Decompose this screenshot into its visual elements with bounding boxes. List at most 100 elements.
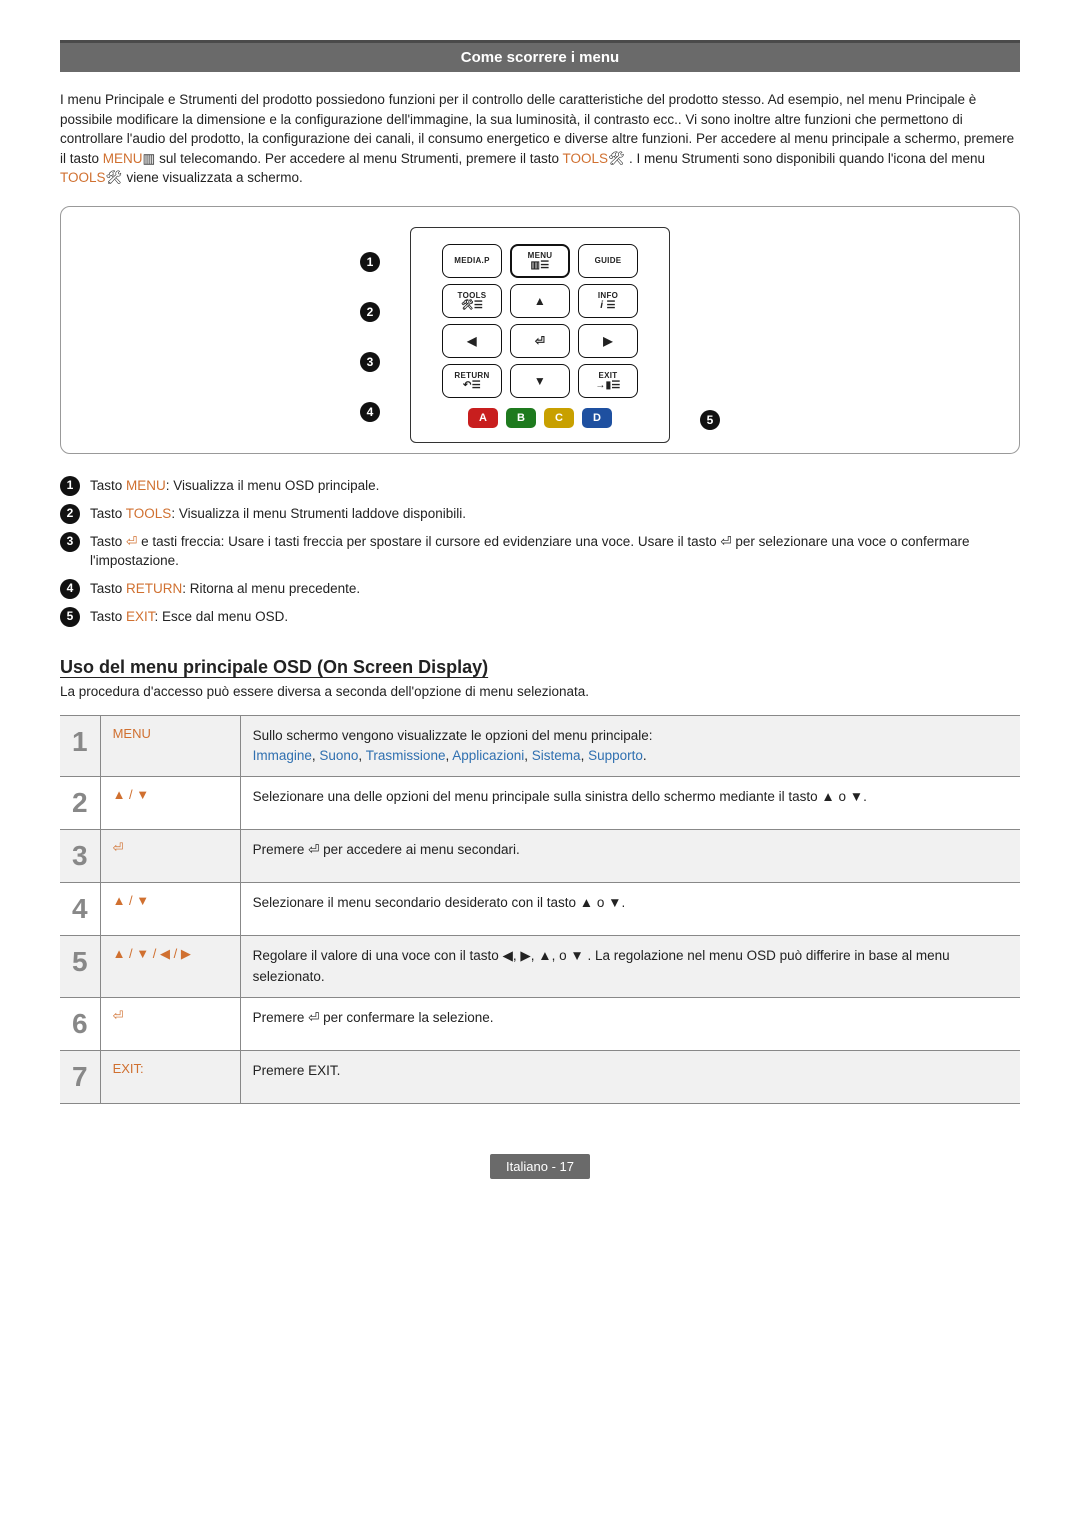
- menu-option-link: Applicazioni: [452, 748, 524, 763]
- step-row: 1MENUSullo schermo vengono visualizzate …: [60, 715, 1020, 777]
- btn-exit: EXIT→▮☰: [578, 364, 638, 398]
- btn-menu-label: MENU: [528, 251, 553, 260]
- step-desc: Regolare il valore di una voce con il ta…: [240, 936, 1020, 998]
- btn-tools: TOOLS🛠☰: [442, 284, 502, 318]
- exit-btn-icon: →▮☰: [595, 380, 620, 391]
- step-row: 2▲ / ▼Selezionare una delle opzioni del …: [60, 777, 1020, 830]
- btn-tools-label: TOOLS: [458, 291, 487, 300]
- remote-control: MEDIA.P MENU▥☰ GUIDE TOOLS🛠☰ ▲ INFOi ☰ ◀…: [410, 227, 670, 443]
- marker-1: 1: [360, 252, 380, 272]
- intro-paragraph: I menu Principale e Strumenti del prodot…: [60, 90, 1020, 188]
- legend-item: 2 Tasto TOOLS: Visualizza il menu Strumen…: [60, 504, 1020, 524]
- step-key: ⏎: [100, 830, 240, 883]
- step-row: 3⏎Premere ⏎ per accedere ai menu seconda…: [60, 830, 1020, 883]
- btn-right: ▶: [578, 324, 638, 358]
- info-btn-icon: i ☰: [600, 300, 615, 311]
- legend-marker: 2: [60, 504, 80, 524]
- up-arrow-icon: ▲: [534, 295, 546, 307]
- color-btn-c: C: [544, 408, 574, 428]
- color-buttons-row: A B C D: [419, 408, 661, 428]
- step-desc: Selezionare una delle opzioni del menu p…: [240, 777, 1020, 830]
- step-number: 1: [60, 715, 100, 777]
- legend-keyword: RETURN: [126, 581, 182, 596]
- return-btn-icon: ↶☰: [463, 380, 481, 391]
- legend-text: Tasto ⏎ e tasti freccia: Usare i tasti f…: [90, 532, 1020, 571]
- step-row: 5▲ / ▼ / ◀ / ▶Regolare il valore di una …: [60, 936, 1020, 998]
- step-key: ⏎: [100, 997, 240, 1050]
- step-number: 3: [60, 830, 100, 883]
- color-btn-d: D: [582, 408, 612, 428]
- btn-exit-label: EXIT: [599, 371, 618, 380]
- intro-text-d: viene visualizzata a schermo.: [126, 170, 302, 185]
- osd-section-sub: La procedura d'accesso può essere divers…: [60, 684, 1020, 699]
- tools-icon: 🛠: [608, 151, 625, 166]
- step-desc: Premere ⏎ per accedere ai menu secondari…: [240, 830, 1020, 883]
- btn-left: ◀: [442, 324, 502, 358]
- step-row: 7EXIT:Premere EXIT.: [60, 1050, 1020, 1103]
- menu-btn-icon: ▥☰: [530, 260, 549, 271]
- legend-text: Tasto EXIT: Esce dal menu OSD.: [90, 607, 288, 627]
- color-btn-a: A: [468, 408, 498, 428]
- keyword-tools: TOOLS: [563, 151, 609, 166]
- section-title-band: Come scorrere i menu: [60, 40, 1020, 72]
- intro-text-b: sul telecomando. Per accedere al menu St…: [159, 151, 562, 166]
- menu-option-link: Sistema: [532, 748, 581, 763]
- step-desc: Selezionare il menu secondario desiderat…: [240, 883, 1020, 936]
- enter-icon: ⏎: [535, 335, 545, 347]
- menu-option-link: Trasmissione: [366, 748, 446, 763]
- legend-text: Tasto TOOLS: Visualizza il menu Strument…: [90, 504, 466, 524]
- step-key: ▲ / ▼ / ◀ / ▶: [100, 936, 240, 998]
- btn-guide-label: GUIDE: [595, 256, 622, 265]
- legend-item: 1 Tasto MENU: Visualizza il menu OSD prin…: [60, 476, 1020, 496]
- left-arrow-icon: ◀: [467, 335, 477, 347]
- right-markers: 5: [700, 240, 720, 430]
- step-row: 6⏎Premere ⏎ per confermare la selezione.: [60, 997, 1020, 1050]
- step-key: EXIT:: [100, 1050, 240, 1103]
- keyword-menu: MENU: [103, 151, 143, 166]
- step-number: 2: [60, 777, 100, 830]
- btn-guide: GUIDE: [578, 244, 638, 278]
- osd-section-heading: Uso del menu principale OSD (On Screen D…: [60, 657, 1020, 678]
- btn-down: ▼: [510, 364, 570, 398]
- step-desc: Premere EXIT.: [240, 1050, 1020, 1103]
- intro-text-c: . I menu Strumenti sono disponibili quan…: [629, 151, 985, 166]
- down-arrow-icon: ▼: [534, 375, 546, 387]
- legend-item: 3 Tasto ⏎ e tasti freccia: Usare i tasti …: [60, 532, 1020, 571]
- menu-option-link: Supporto: [588, 748, 643, 763]
- btn-info: INFOi ☰: [578, 284, 638, 318]
- legend-marker: 3: [60, 532, 80, 552]
- section-title: Come scorrere i menu: [461, 49, 619, 66]
- steps-table: 1MENUSullo schermo vengono visualizzate …: [60, 715, 1020, 1104]
- step-number: 5: [60, 936, 100, 998]
- step-number: 4: [60, 883, 100, 936]
- legend-text: Tasto RETURN: Ritorna al menu precedente…: [90, 579, 360, 599]
- left-markers: 1 2 3 4: [360, 248, 380, 422]
- btn-menu: MENU▥☰: [510, 244, 570, 278]
- btn-return-label: RETURN: [454, 371, 489, 380]
- legend-keyword: MENU: [126, 478, 166, 493]
- btn-mediap-label: MEDIA.P: [454, 256, 489, 265]
- btn-info-label: INFO: [598, 291, 618, 300]
- menu-icon: ▥: [143, 151, 156, 166]
- legend-item: 5Tasto EXIT: Esce dal menu OSD.: [60, 607, 1020, 627]
- menu-option-link: Immagine: [253, 748, 312, 763]
- step-desc: Sullo schermo vengono visualizzate le op…: [240, 715, 1020, 777]
- tools-btn-icon: 🛠☰: [461, 300, 483, 311]
- legend-keyword: ⏎: [126, 534, 137, 549]
- btn-enter: ⏎: [510, 324, 570, 358]
- legend-text: Tasto MENU: Visualizza il menu OSD princ…: [90, 476, 379, 496]
- step-key: MENU: [100, 715, 240, 777]
- legend-keyword: EXIT: [126, 609, 155, 624]
- page-footer: Italiano - 17: [60, 1154, 1020, 1179]
- keyword-tools-2: TOOLS: [60, 170, 106, 185]
- page-number-badge: Italiano - 17: [490, 1154, 590, 1179]
- step-number: 7: [60, 1050, 100, 1103]
- legend-keyword: TOOLS: [126, 506, 172, 521]
- legend-item: 4Tasto RETURN: Ritorna al menu precedent…: [60, 579, 1020, 599]
- btn-return: RETURN↶☰: [442, 364, 502, 398]
- right-arrow-icon: ▶: [603, 335, 613, 347]
- step-number: 6: [60, 997, 100, 1050]
- btn-mediap: MEDIA.P: [442, 244, 502, 278]
- legend-marker: 1: [60, 476, 80, 496]
- menu-option-link: Suono: [319, 748, 358, 763]
